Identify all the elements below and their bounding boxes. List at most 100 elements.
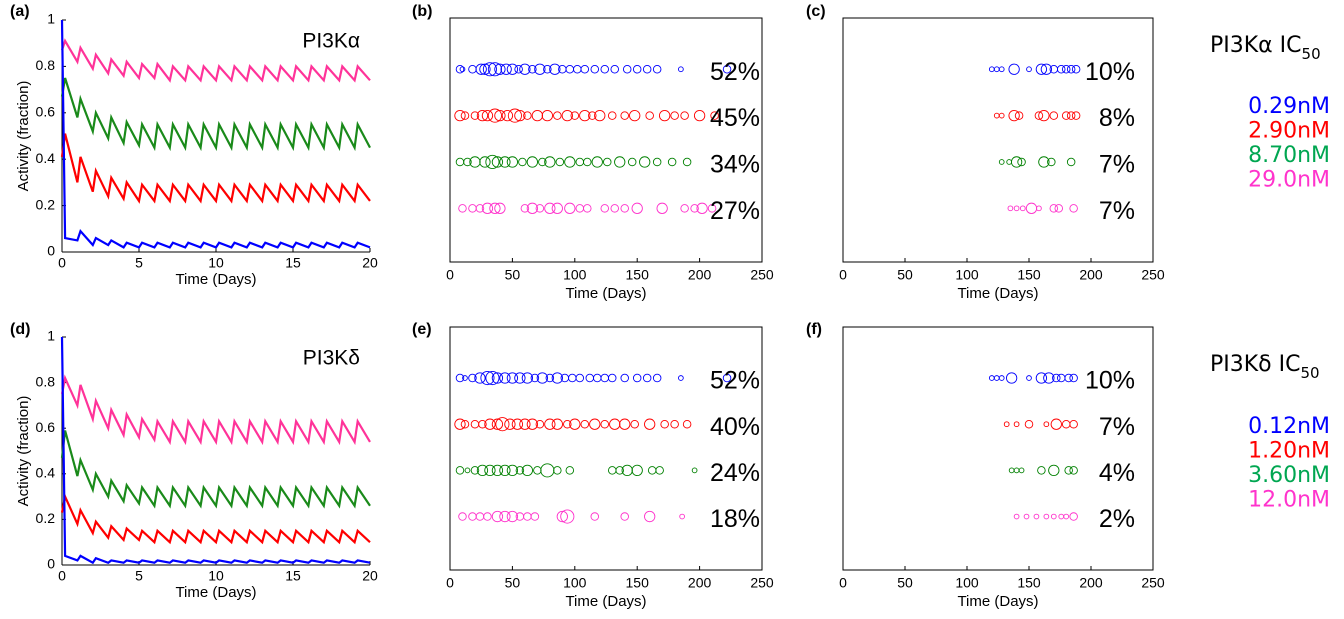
bubble (530, 512, 540, 521)
bubble (519, 418, 531, 430)
bubble (530, 373, 540, 383)
bubble (1063, 513, 1070, 520)
bubble (639, 156, 651, 168)
bubble (609, 418, 621, 430)
legend-title: PI3Kα IC50 (1210, 33, 1321, 63)
bubble (659, 109, 671, 122)
bubble (1013, 513, 1020, 520)
x-tick-label: 200 (1079, 575, 1103, 591)
bubble (560, 509, 575, 524)
x-tick-label: 150 (1017, 267, 1041, 283)
bubble (670, 111, 679, 120)
x-tick-label: 0 (446, 267, 454, 283)
bubble (543, 64, 552, 74)
bubble (1037, 466, 1046, 475)
bubble (652, 157, 662, 167)
x-tick-label: 0 (446, 575, 454, 591)
bubble (620, 204, 629, 213)
bubble (504, 418, 516, 430)
y-tick-label: 0.8 (36, 373, 56, 389)
bubble (589, 418, 601, 430)
legend-title-main: PI3Kδ IC (1210, 352, 1300, 377)
bubble (1069, 419, 1078, 429)
bubble (491, 372, 504, 384)
x-tick-label: 10 (208, 568, 224, 584)
series-line (60, 430, 371, 509)
bubble (1018, 467, 1025, 474)
bubble (1017, 157, 1026, 167)
bubble (1061, 111, 1071, 120)
percent-label: 34% (710, 151, 760, 179)
bubble (458, 512, 467, 521)
bubble (536, 372, 549, 384)
bubble (998, 375, 1005, 381)
bubble (455, 466, 465, 475)
bubble (1026, 375, 1032, 381)
bubble (1005, 372, 1018, 384)
bubble (491, 510, 504, 523)
bubble (455, 157, 465, 167)
bubble (594, 109, 606, 122)
percent-label: 7% (1099, 151, 1135, 179)
bubble (570, 111, 580, 120)
x-tick-label: 50 (897, 267, 913, 283)
bubble (487, 62, 502, 77)
x-tick-label: 150 (1017, 575, 1041, 591)
bubble (1006, 159, 1013, 165)
bubble (468, 204, 477, 213)
bubble (602, 157, 612, 167)
bubble (468, 512, 477, 521)
panel-label: (c) (806, 3, 826, 20)
plot-box (842, 17, 1154, 263)
bubble (680, 204, 689, 213)
bubble (499, 372, 511, 384)
bubble (514, 372, 526, 384)
bubble (482, 62, 497, 77)
x-tick-label: 15 (285, 255, 301, 271)
bubble (476, 109, 489, 122)
bubble (590, 64, 600, 74)
bubble (1013, 421, 1020, 428)
bubble (682, 419, 692, 429)
bubble (645, 111, 654, 120)
bubble (494, 63, 506, 75)
bubble (470, 419, 480, 429)
bubble (607, 466, 617, 475)
bubble (464, 467, 471, 474)
bubble (607, 111, 617, 120)
panel-label: (a) (10, 3, 30, 20)
x-tick-label: 50 (897, 575, 913, 591)
bubble (494, 109, 506, 122)
bubble (575, 157, 585, 167)
x-tick-label: 0 (58, 568, 66, 584)
x-axis-label: Time (Days) (175, 584, 256, 601)
x-tick-label: 15 (285, 568, 301, 584)
bubble (1049, 204, 1059, 213)
bubble (1064, 373, 1073, 383)
bubble (501, 109, 514, 122)
bubble (583, 204, 592, 213)
bubble (514, 109, 526, 122)
percent-label: 7% (1099, 197, 1135, 225)
bubble (993, 375, 1000, 381)
bubble (722, 373, 732, 383)
y-tick-label: 0.6 (36, 419, 56, 435)
bubble (553, 466, 562, 475)
bubble (575, 373, 585, 383)
bubble (998, 66, 1005, 73)
bubble (565, 466, 575, 475)
bubble (455, 64, 465, 74)
bubble (521, 372, 534, 384)
bubble (631, 202, 643, 214)
bubble (1061, 64, 1071, 74)
x-tick-label: 250 (750, 267, 774, 283)
bubble (993, 66, 1000, 73)
y-tick-label: 1 (47, 11, 55, 27)
legend-title-sub: 50 (1302, 45, 1321, 63)
percent-label: 10% (1085, 367, 1135, 395)
bubble (506, 510, 519, 523)
x-tick-label: 100 (563, 575, 587, 591)
bubble (690, 204, 699, 213)
bubble (564, 202, 576, 214)
